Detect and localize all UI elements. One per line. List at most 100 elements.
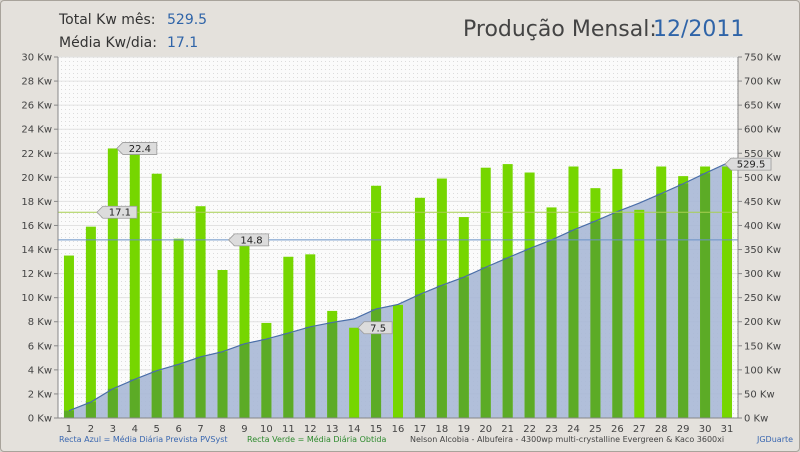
x-tick-label: 6 [175, 424, 181, 435]
daily-bar-overlap [546, 239, 557, 418]
daily-bar-overlap [129, 379, 140, 418]
daily-bar-overlap [107, 388, 118, 418]
x-tick-label: 3 [110, 424, 116, 435]
y-tick-label-left: 28 Kw [21, 77, 52, 88]
x-tick-label: 24 [567, 424, 580, 435]
x-tick-label: 14 [348, 424, 361, 435]
annotation-label: 529.5 [737, 160, 766, 171]
x-tick-label: 31 [721, 424, 734, 435]
x-tick-label: 12 [304, 424, 317, 435]
annotation-label: 7.5 [370, 323, 386, 334]
x-tick-label: 15 [370, 424, 383, 435]
x-tick-label: 21 [501, 424, 514, 435]
y-tick-label-right: 550 Kw [744, 149, 781, 160]
daily-bar-overlap [700, 173, 711, 418]
y-tick-label-right: 700 Kw [744, 77, 781, 88]
daily-bar-overlap [305, 326, 316, 418]
legend-green-line: Recta Verde = Média Diária Obtida [247, 435, 387, 444]
daily-bar [634, 209, 645, 418]
y-tick-label-right: 250 Kw [744, 293, 781, 304]
daily-bar-overlap [502, 257, 513, 418]
x-tick-label: 16 [392, 424, 405, 435]
x-tick-label: 29 [677, 424, 690, 435]
daily-bar-overlap [195, 356, 206, 418]
cumulative-area [68, 163, 728, 418]
y-tick-label-right: 300 Kw [744, 269, 781, 280]
daily-bar [173, 238, 184, 418]
x-tick-label: 23 [545, 424, 558, 435]
y-tick-label-left: 16 Kw [21, 221, 52, 232]
x-tick-label: 22 [523, 424, 536, 435]
annotation-label-tag [357, 321, 393, 335]
daily-bar-overlap [414, 294, 425, 418]
x-tick-label: 7 [197, 424, 203, 435]
daily-bar-overlap [678, 183, 689, 418]
x-tick-label: 9 [241, 424, 247, 435]
annotation-label: 22.4 [129, 144, 151, 155]
daily-bar-overlap [151, 370, 162, 418]
y-tick-label-right: 200 Kw [744, 317, 781, 328]
daily-bar-overlap [85, 402, 96, 418]
y-tick-label-right: 650 Kw [744, 101, 781, 112]
y-tick-label-right: 500 Kw [744, 173, 781, 184]
daily-bar-overlap [656, 193, 667, 418]
y-tick-label-left: 0 Kw [28, 414, 52, 425]
x-tick-label: 19 [457, 424, 470, 435]
daily-bar [393, 304, 403, 418]
y-tick-label-right: 350 Kw [744, 245, 781, 256]
daily-bar-overlap [261, 339, 272, 418]
daily-bar [349, 327, 360, 418]
daily-bar-overlap [327, 322, 338, 418]
y-tick-label-left: 30 Kw [21, 53, 52, 64]
installation-info: Nelson Alcobia - Albufeira - 4300wp mult… [410, 435, 725, 444]
annotation-label-tag [724, 157, 772, 171]
y-tick-label-left: 12 Kw [21, 269, 52, 280]
daily-bar [239, 239, 250, 418]
daily-bar-overlap [371, 308, 382, 418]
y-tick-label-right: 750 Kw [744, 53, 781, 64]
daily-bar [129, 154, 140, 418]
daily-bar-overlap [568, 229, 579, 418]
x-tick-label: 25 [589, 424, 602, 435]
y-tick-label-right: 100 Kw [744, 365, 781, 376]
daily-bar [722, 166, 733, 418]
daily-bar-overlap [217, 351, 228, 418]
daily-bar [217, 269, 228, 418]
credit-text: JGDuarte [757, 435, 794, 444]
y-tick-label-left: 8 Kw [28, 317, 52, 328]
chart-period: 12/2011 [653, 17, 745, 42]
x-tick-label: 5 [154, 424, 160, 435]
daily-bar-overlap [524, 248, 535, 418]
daily-bar-overlap [436, 285, 447, 418]
reference-line-label-tag [96, 205, 138, 219]
daily-bar-overlap [239, 343, 250, 418]
reference-line-label-tag [227, 233, 269, 247]
y-tick-label-left: 10 Kw [21, 293, 52, 304]
annotation-label-tag [116, 142, 158, 155]
daily-bar [195, 206, 206, 418]
x-tick-label: 28 [655, 424, 668, 435]
total-value: 529.5 [167, 12, 208, 28]
daily-bar [151, 173, 162, 418]
y-tick-label-right: 0 Kw [744, 414, 768, 425]
y-tick-label-left: 26 Kw [21, 101, 52, 112]
x-tick-label: 2 [88, 424, 94, 435]
y-tick-label-left: 14 Kw [21, 245, 52, 256]
daily-bar-overlap [458, 277, 469, 418]
x-tick-label: 27 [633, 424, 646, 435]
daily-bar [85, 226, 96, 418]
x-tick-label: 1 [66, 424, 72, 435]
x-tick-label: 30 [699, 424, 712, 435]
y-tick-label-left: 2 Kw [28, 389, 52, 400]
x-tick-label: 8 [219, 424, 225, 435]
x-tick-label: 11 [282, 424, 295, 435]
x-tick-label: 17 [414, 424, 427, 435]
daily-bar [63, 255, 74, 418]
daily-bar-overlap [590, 221, 601, 418]
y-tick-label-left: 20 Kw [21, 173, 52, 184]
y-tick-label-left: 4 Kw [28, 365, 52, 376]
y-tick-label-right: 150 Kw [744, 341, 781, 352]
total-label: Total Kw mês: [59, 12, 156, 28]
